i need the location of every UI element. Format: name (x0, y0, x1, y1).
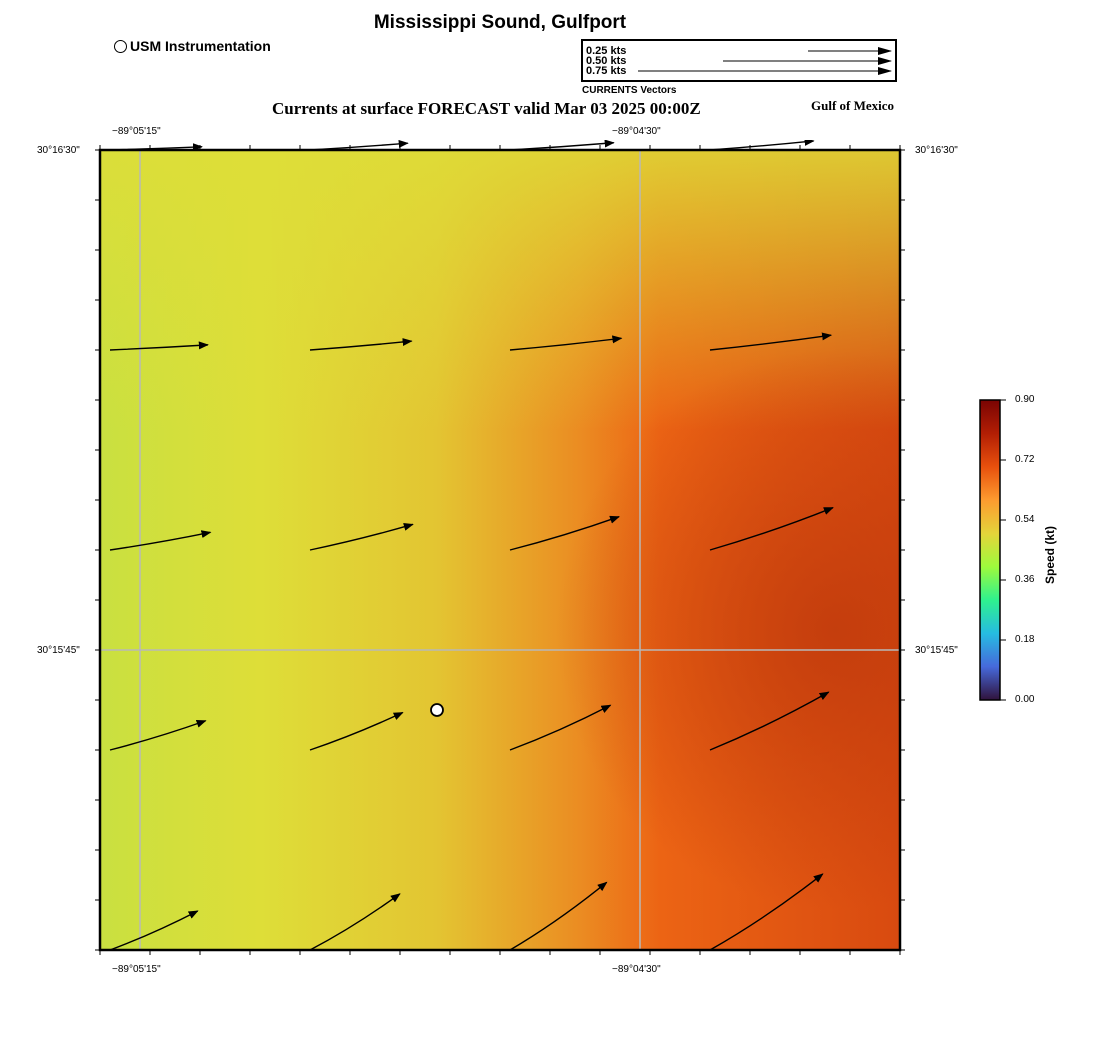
current-vector-arrow (709, 332, 833, 351)
lon-label-top-2: −89°04'30" (612, 126, 661, 137)
station-legend: USM Instrumentation (114, 38, 271, 54)
current-vector-arrow (509, 335, 623, 351)
current-vector-arrow (109, 341, 209, 351)
map-frame (98, 148, 902, 952)
colorbar-tick-label: 0.54 (1015, 514, 1035, 525)
current-vector-arrow (709, 140, 815, 151)
colorbar-tick-label: 0.72 (1015, 454, 1035, 465)
station-marker[interactable] (430, 703, 444, 717)
current-vector-arrow (709, 507, 834, 551)
map-title: Mississippi Sound, Gulfport (373, 12, 627, 33)
current-vector-arrow (309, 338, 413, 351)
current-vector-arrow (309, 523, 414, 551)
lat-label-right-1: 30°16'30" (915, 145, 958, 156)
colorbar-gradient (979, 399, 1001, 701)
vector-legend-label-3: 0.75 kts (586, 65, 627, 77)
colorbar-title: Speed (kt) (1043, 525, 1057, 584)
current-vector-arrow (509, 881, 608, 951)
colorbar-tick-label: 0.36 (1015, 574, 1035, 585)
current-vector-arrow (709, 691, 830, 751)
current-vector-arrow (509, 704, 612, 751)
lat-label-left-1: 30°16'30" (37, 145, 80, 156)
lon-label-top-1: −89°05'15" (112, 126, 161, 137)
vector-legend-box: 0.25 kts 0.50 kts 0.75 kts (581, 39, 897, 82)
colorbar-tick-label: 0.00 (1015, 694, 1035, 705)
vector-legend-label-1: 0.25 kts (586, 45, 627, 57)
current-vector-arrow (509, 515, 620, 551)
region-label: Gulf of Mexico (811, 98, 895, 113)
lon-label-bottom-2: −89°04'30" (612, 964, 661, 975)
current-vector-arrow (109, 530, 212, 551)
station-marker-icon (114, 39, 127, 53)
vector-legend-arrows (638, 47, 892, 75)
vector-legend-label-2: 0.50 kts (586, 55, 627, 67)
current-vector-arrow (309, 711, 404, 751)
current-vector-arrow (109, 720, 207, 751)
colorbar-tick-label: 0.18 (1015, 634, 1035, 645)
colorbar (979, 399, 1006, 701)
current-vector-arrow (109, 910, 199, 951)
lat-label-right-2: 30°15'45" (915, 645, 958, 656)
current-map (95, 140, 905, 955)
colorbar-tick-label: 0.90 (1015, 394, 1035, 405)
lon-label-bottom-1: −89°05'15" (112, 964, 161, 975)
lat-label-left-2: 30°15'45" (37, 645, 80, 656)
current-vector-arrow (309, 893, 401, 951)
forecast-title: Currents at surface FORECAST valid Mar 0… (272, 99, 701, 118)
current-vector-arrow (709, 873, 824, 951)
station-legend-label: USM Instrumentation (130, 38, 271, 54)
vector-legend-caption: CURRENTS Vectors (582, 85, 677, 96)
